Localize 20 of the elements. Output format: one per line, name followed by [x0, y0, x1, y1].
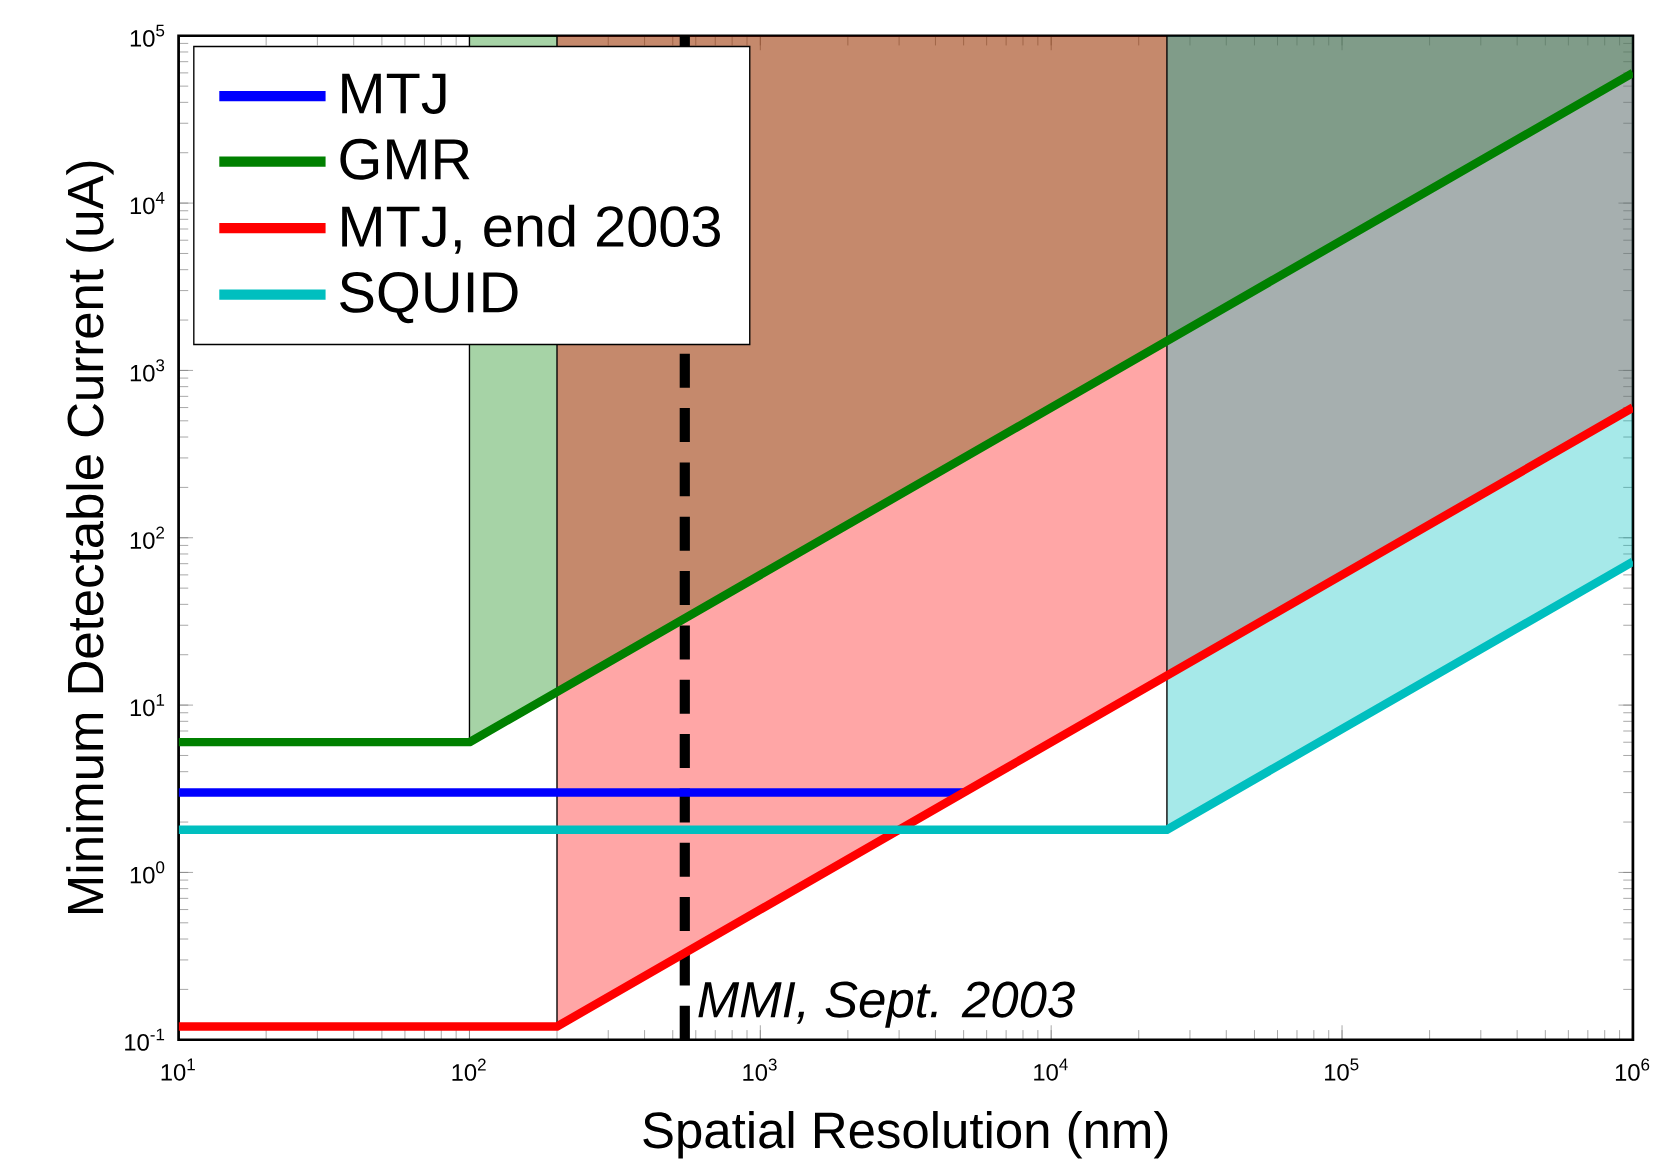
- ref-line-label: MMI, Sept. 2003: [698, 981, 1075, 1028]
- x-tick-label: 10$^{6}$: [1615, 1058, 1650, 1081]
- y-tick-label: 10$^{1}$: [130, 694, 165, 717]
- x-tick-label: 10$^{3}$: [743, 1058, 777, 1081]
- x-tick-label: 10$^{4}$: [1034, 1058, 1068, 1081]
- x-axis-title: Spatial Resolution (nm): [643, 1111, 1168, 1159]
- y-tick-label: 10$^{2}$: [130, 526, 165, 549]
- legend-label: MTJ: [342, 73, 446, 115]
- x-tick-label: 10$^{5}$: [1325, 1058, 1359, 1081]
- y-tick-label: 10$^{3}$: [130, 359, 165, 382]
- legend-label: MTJ, end 2003: [342, 204, 720, 254]
- y-tick-label: 10$^{0}$: [130, 861, 165, 884]
- y-axis-title: Minimum Detectable Current (uA): [66, 161, 114, 914]
- y-tick-label: 10$^{5}$: [130, 24, 165, 47]
- legend-label: SQUID: [340, 272, 518, 324]
- y-tick-label: 10$^{-1}$: [125, 1028, 165, 1051]
- y-tick-label: 10$^{4}$: [130, 192, 165, 215]
- legend-label: GMR: [340, 138, 470, 180]
- x-tick-label: 10$^{2}$: [452, 1058, 486, 1081]
- x-tick-label: 10$^{1}$: [161, 1058, 195, 1081]
